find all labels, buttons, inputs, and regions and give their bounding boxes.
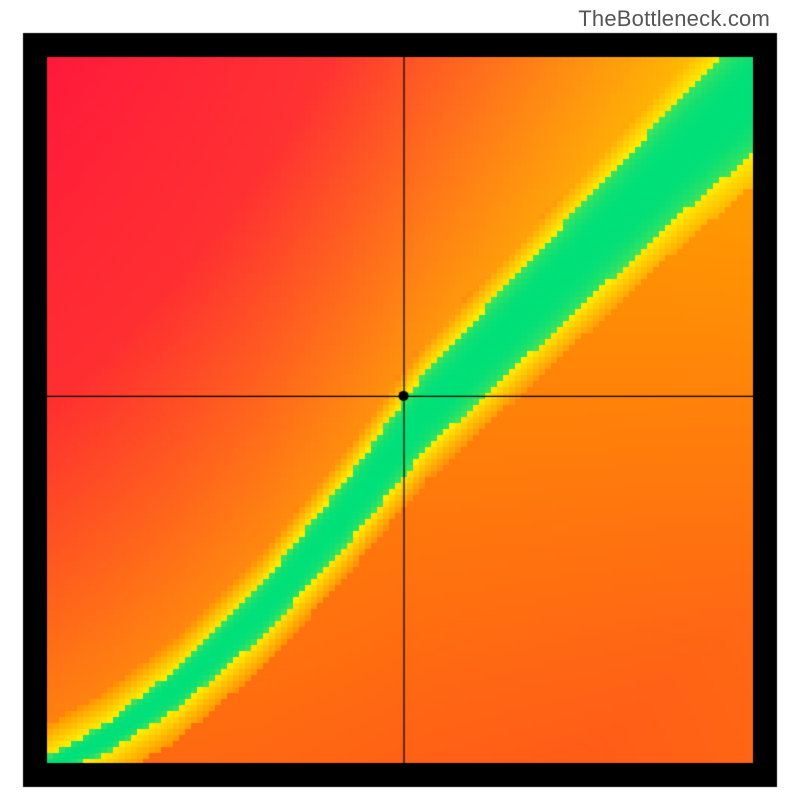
bottleneck-heatmap-canvas xyxy=(0,0,800,800)
